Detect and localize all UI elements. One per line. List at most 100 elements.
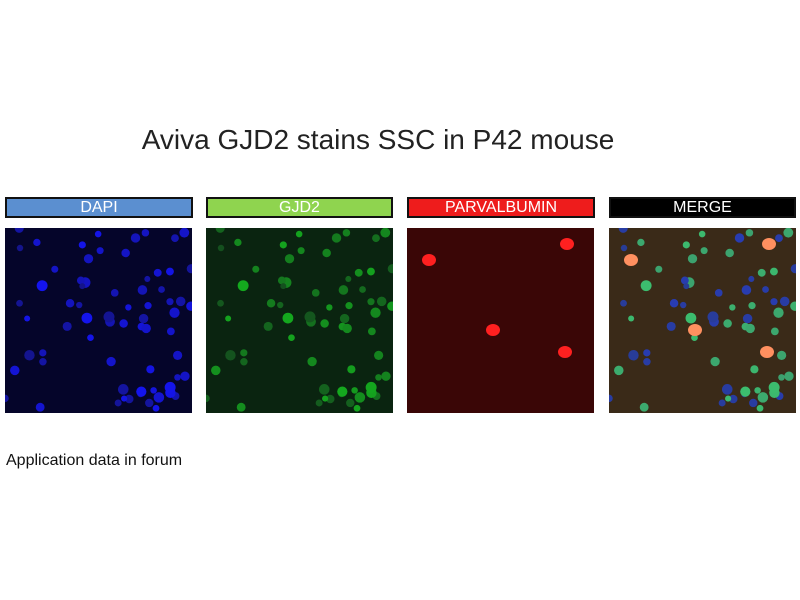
cell-nucleus — [745, 323, 755, 334]
micrograph-background — [407, 228, 594, 413]
cell-nucleus — [614, 365, 624, 376]
cell-nucleus — [342, 229, 351, 237]
cell-nucleus — [14, 228, 24, 233]
cell-nucleus — [365, 381, 377, 393]
cell-nucleus — [342, 323, 352, 334]
gjd2-micrograph — [206, 228, 393, 413]
cell-nucleus — [685, 312, 697, 324]
cell-nucleus — [745, 229, 754, 237]
micrograph-background — [609, 228, 796, 413]
cell-nucleus — [10, 365, 20, 376]
cell-nucleus — [51, 265, 59, 273]
cell-nucleus — [152, 404, 160, 412]
cell-nucleus — [318, 384, 330, 395]
cell-nucleus — [779, 296, 790, 307]
cell-nucleus — [121, 248, 130, 258]
cell-nucleus — [36, 280, 48, 292]
cell-nucleus — [166, 327, 175, 336]
cell-nucleus — [367, 298, 375, 306]
cell-nucleus — [225, 315, 232, 322]
cell-nucleus — [153, 268, 162, 277]
cell-nucleus — [723, 319, 732, 328]
cell-nucleus — [173, 350, 183, 360]
cell-nucleus — [628, 350, 639, 361]
panel-label-parvalbumin: PARVALBUMIN — [407, 197, 595, 218]
cell-nucleus — [114, 399, 122, 407]
merge-micrograph — [609, 228, 796, 413]
cell-nucleus — [682, 241, 690, 249]
cell-nucleus — [680, 301, 687, 309]
cell-nucleus — [179, 228, 190, 238]
cell-nucleus — [236, 402, 246, 412]
cell-nucleus — [295, 230, 303, 238]
cell-nucleus — [76, 301, 83, 309]
cell-nucleus — [307, 356, 317, 367]
cell-nucleus — [643, 358, 651, 366]
cell-nucleus — [87, 334, 94, 342]
cell-nucleus — [754, 387, 761, 394]
cell-nucleus — [609, 394, 613, 403]
cell-nucleus — [741, 285, 752, 295]
cell-nucleus — [375, 374, 382, 381]
cell-nucleus — [282, 312, 294, 324]
cell-nucleus — [277, 276, 286, 285]
cell-nucleus — [166, 298, 174, 306]
cell-nucleus — [103, 311, 115, 323]
cell-nucleus — [110, 289, 119, 297]
micrograph-background — [5, 228, 192, 413]
cell-nucleus — [39, 358, 47, 366]
cell-nucleus — [16, 299, 23, 307]
cell-nucleus — [76, 276, 85, 285]
cell-nucleus — [376, 296, 387, 307]
cell-nucleus — [78, 241, 86, 249]
cell-nucleus — [146, 365, 155, 374]
cell-nucleus — [345, 302, 353, 310]
parvalbumin-cell — [688, 324, 702, 336]
cell-nucleus — [35, 402, 45, 412]
cell-nucleus — [353, 404, 361, 412]
cell-nucleus — [164, 381, 176, 393]
cell-nucleus — [338, 285, 349, 295]
cell-nucleus — [380, 228, 391, 238]
cell-nucleus — [121, 395, 128, 402]
cell-nucleus — [315, 399, 323, 407]
cell-nucleus — [136, 386, 147, 397]
cell-nucleus — [387, 264, 393, 274]
cell-nucleus — [655, 265, 663, 273]
cell-nucleus — [718, 399, 726, 407]
cell-nucleus — [742, 313, 753, 324]
cell-nucleus — [240, 358, 248, 366]
cell-nucleus — [640, 280, 652, 292]
cell-nucleus — [33, 238, 41, 247]
parvalbumin-cell — [762, 238, 776, 250]
cell-nucleus — [288, 334, 295, 342]
cell-nucleus — [280, 283, 287, 290]
cell-nucleus — [756, 404, 764, 412]
cell-nucleus — [773, 307, 784, 318]
cell-nucleus — [297, 247, 305, 255]
cell-nucleus — [81, 312, 93, 324]
cell-nucleus — [225, 350, 236, 361]
cell-nucleus — [153, 392, 165, 403]
cell-nucleus — [79, 283, 86, 290]
cell-nucleus — [234, 238, 242, 247]
cell-nucleus — [637, 238, 645, 247]
panel-label-dapi: DAPI — [5, 197, 193, 218]
cell-nucleus — [119, 319, 128, 328]
cell-nucleus — [215, 228, 225, 233]
cell-nucleus — [729, 304, 736, 311]
cell-nucleus — [320, 319, 329, 328]
cell-nucleus — [337, 386, 348, 397]
cell-nucleus — [691, 334, 698, 342]
cell-nucleus — [740, 386, 751, 397]
cell-nucleus — [387, 301, 393, 311]
cell-nucleus — [39, 349, 47, 357]
cell-nucleus — [237, 280, 249, 292]
cell-nucleus — [16, 244, 24, 252]
cell-nucleus — [770, 267, 778, 276]
cell-nucleus — [370, 307, 381, 318]
cell-nucleus — [714, 289, 723, 297]
cell-nucleus — [206, 394, 210, 403]
cell-nucleus — [628, 315, 635, 322]
cell-nucleus — [748, 275, 755, 282]
